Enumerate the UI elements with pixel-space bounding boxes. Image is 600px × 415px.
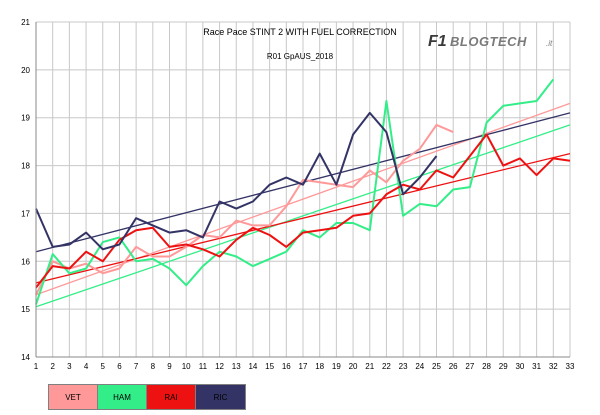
x-tick-label: 28 (482, 362, 491, 371)
x-tick-label: 23 (399, 362, 408, 371)
x-tick-label: 22 (382, 362, 391, 371)
x-tick-label: 4 (84, 362, 89, 371)
x-tick-label: 16 (282, 362, 291, 371)
x-tick-label: 15 (265, 362, 274, 371)
y-tick-label: 17 (21, 209, 30, 218)
series-line-ric (35, 111, 438, 251)
x-tick-label: 32 (549, 362, 558, 371)
legend: VET HAM RAI RIC (48, 384, 246, 410)
legend-item-rai: RAI (147, 385, 196, 409)
x-tick-label: 9 (167, 362, 172, 371)
x-tick-label: 10 (182, 362, 191, 371)
logo-suffix: .it (546, 39, 553, 48)
x-tick-label: 11 (199, 362, 208, 371)
x-tick-label: 3 (67, 362, 72, 371)
x-tick-label: 6 (117, 362, 122, 371)
x-tick-label: 20 (349, 362, 358, 371)
trendline-ric (35, 112, 571, 253)
legend-item-vet: VET (49, 385, 98, 409)
y-tick-label: 19 (21, 114, 30, 123)
trendline-ham (35, 124, 571, 308)
legend-item-ric: RIC (196, 385, 245, 409)
x-tick-label: 8 (151, 362, 156, 371)
x-tick-label: 18 (315, 362, 324, 371)
y-tick-label: 16 (21, 257, 30, 266)
x-tick-label: 17 (299, 362, 308, 371)
y-tick-label: 21 (21, 18, 30, 27)
x-tick-label: 24 (415, 362, 424, 371)
series-layer (35, 78, 571, 305)
x-tick-label: 1 (34, 362, 39, 371)
x-tick-label: 27 (465, 362, 474, 371)
x-tick-label: 5 (101, 362, 106, 371)
x-tick-label: 21 (365, 362, 374, 371)
logo-name: BLOGTECH (450, 34, 527, 49)
x-tick-label: 29 (499, 362, 508, 371)
y-tick-label: 15 (21, 305, 30, 314)
x-tick-label: 2 (50, 362, 55, 371)
series-line-vet (35, 123, 454, 296)
x-tick-label: 13 (232, 362, 241, 371)
grid-layer (35, 21, 571, 358)
x-tick-label: 12 (215, 362, 224, 371)
x-tick-label: 30 (515, 362, 524, 371)
x-tick-label: 25 (432, 362, 441, 371)
x-tick-label: 31 (532, 362, 541, 371)
x-tick-label: 14 (248, 362, 257, 371)
logo-prefix: F1 (428, 33, 447, 50)
chart-subtitle: R01 GpAUS_2018 (267, 52, 334, 61)
y-tick-label: 18 (21, 162, 30, 171)
legend-item-ham: HAM (98, 385, 147, 409)
blog-logo: F1 BLOGTECH .it (428, 33, 553, 50)
x-tick-label: 26 (449, 362, 458, 371)
y-tick-label: 14 (21, 353, 30, 362)
chart-title: Race Pace STINT 2 WITH FUEL CORRECTION (203, 27, 397, 37)
x-tick-label: 33 (566, 362, 575, 371)
x-tick-label: 19 (332, 362, 341, 371)
x-tick-label: 7 (134, 362, 139, 371)
y-tick-label: 20 (21, 66, 30, 75)
